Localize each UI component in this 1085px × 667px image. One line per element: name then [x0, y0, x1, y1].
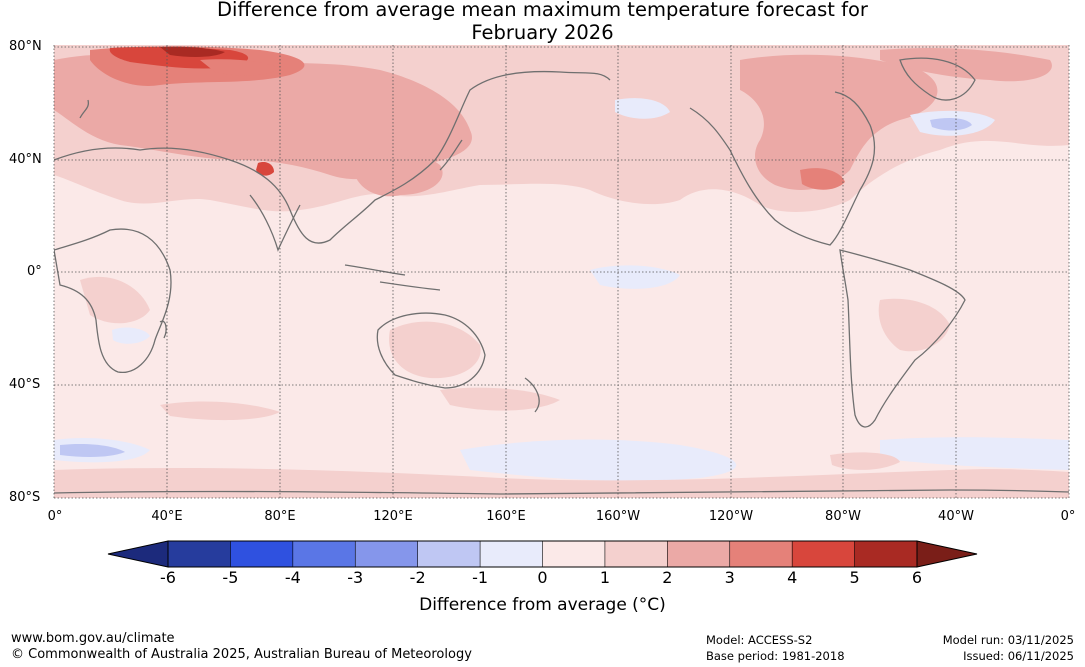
colorbar-segment [604, 541, 668, 567]
cool-southern-atlantic [880, 437, 1069, 470]
title-line-1: Difference from average mean maximum tem… [217, 0, 868, 21]
cool-tropical-pacific [590, 265, 680, 289]
warm-south-atlantic [830, 452, 900, 470]
colorbar-tick-label: -6 [160, 568, 176, 587]
coast-north-america [689, 91, 876, 246]
lon-label-80w: 80°W [825, 509, 861, 524]
coast-indonesia [344, 264, 441, 291]
colorbar-segment [729, 541, 793, 567]
footer-base-period: Base period: 1981-2018 [706, 649, 845, 663]
coast-japan [439, 139, 463, 171]
warm-south-america [878, 298, 950, 352]
lon-label-80e: 80°E [264, 509, 296, 524]
colorbar-tick-label: -5 [222, 568, 239, 587]
chart-title: Difference from average mean maximum tem… [0, 0, 1085, 44]
lon-label-40e: 40°E [151, 509, 183, 524]
coast-greenland [899, 57, 976, 101]
warm-hotspot-india [256, 162, 274, 176]
colorbar-tick-label: -2 [409, 568, 426, 587]
cooler-north-atlantic [930, 117, 972, 131]
warm-south-pacific [440, 387, 560, 411]
colorbar-tick-label: 3 [724, 568, 735, 587]
hot-spot-arctic [160, 46, 225, 57]
cool-alaska [615, 98, 670, 119]
lat-label-40s: 40°S [9, 377, 41, 392]
cooler-southern-ocean-west [60, 443, 125, 457]
colorbar-segments [168, 541, 918, 567]
coast-south-america [839, 249, 966, 428]
colorbar-segment [792, 541, 856, 567]
colorbar-segment [480, 541, 543, 567]
colorbar-tick-label: 4 [787, 568, 798, 587]
lat-label-0: 0° [27, 264, 42, 279]
gridlines [53, 45, 1070, 499]
coast-australia [376, 312, 486, 389]
footer-issued: Issued: 06/11/2025 [963, 649, 1074, 663]
coast-madagascar [159, 320, 167, 339]
lat-label-80n: 80°N [9, 39, 42, 54]
colorbar-tick-label: -1 [472, 568, 489, 587]
lon-label-0: 0° [47, 509, 63, 524]
warm-scandinavia [200, 59, 280, 76]
coast-new-zealand [524, 377, 540, 413]
coast-uk [79, 99, 90, 119]
warm-us-core [800, 168, 845, 190]
lon-label-160w: 160°W [595, 509, 641, 524]
warm-indian-ocean [160, 401, 280, 421]
colorbar-segment [417, 541, 481, 567]
warm-north-america [740, 54, 938, 190]
lon-label-160e: 160°E [486, 509, 526, 524]
colorbar-border [167, 540, 918, 568]
colorbar-high-extension [916, 540, 978, 568]
footer-copyright: © Commonwealth of Australia 2025, Austra… [11, 647, 472, 662]
warm-arctic-america [880, 48, 1052, 82]
lon-label-120w: 120°W [708, 509, 754, 524]
colorbar-segment [355, 541, 419, 567]
footer-model: Model: ACCESS-S2 [706, 633, 813, 647]
coast-europe-asia [54, 70, 611, 244]
lon-label-40w: 40°W [938, 509, 974, 524]
colorbar-segment [854, 541, 918, 567]
colorbar-tick-label: 6 [911, 568, 923, 587]
colorbar-tick-label: 2 [662, 568, 673, 587]
footer-model-run: Model run: 03/11/2025 [942, 633, 1074, 647]
colorbar-label: Difference from average (°C) [419, 595, 666, 615]
colorbar-tick-label: -4 [284, 568, 301, 587]
colorbar-segment [667, 541, 731, 567]
colorbar-segment [542, 541, 606, 567]
cool-south-africa [112, 327, 150, 344]
colorbar-segment [168, 541, 231, 567]
coast-africa [54, 228, 172, 373]
lat-label-40n: 40°N [9, 152, 42, 167]
footer-url[interactable]: www.bom.gov.au/climate [11, 631, 175, 646]
coast-india [249, 194, 301, 252]
colorbar-tick-label: 1 [599, 568, 610, 587]
cool-southern-pacific [460, 439, 737, 481]
warm-antarctic-band [54, 467, 1069, 498]
title-line-2: February 2026 [471, 21, 614, 44]
warm-africa [80, 276, 150, 324]
colorbar-segment [292, 541, 356, 567]
colorbar-segment [230, 541, 294, 567]
warm-australia [389, 321, 481, 379]
lon-label-120e: 120°E [373, 509, 413, 524]
colorbar-tick-label: -3 [347, 568, 364, 587]
colorbar-tick-label: 0 [537, 568, 548, 587]
lat-label-80s: 80°S [9, 490, 41, 505]
lon-label-0-east: 0° [1060, 509, 1076, 524]
colorbar-tick-label: 5 [849, 568, 860, 587]
colorbar-low-extension [107, 540, 169, 568]
